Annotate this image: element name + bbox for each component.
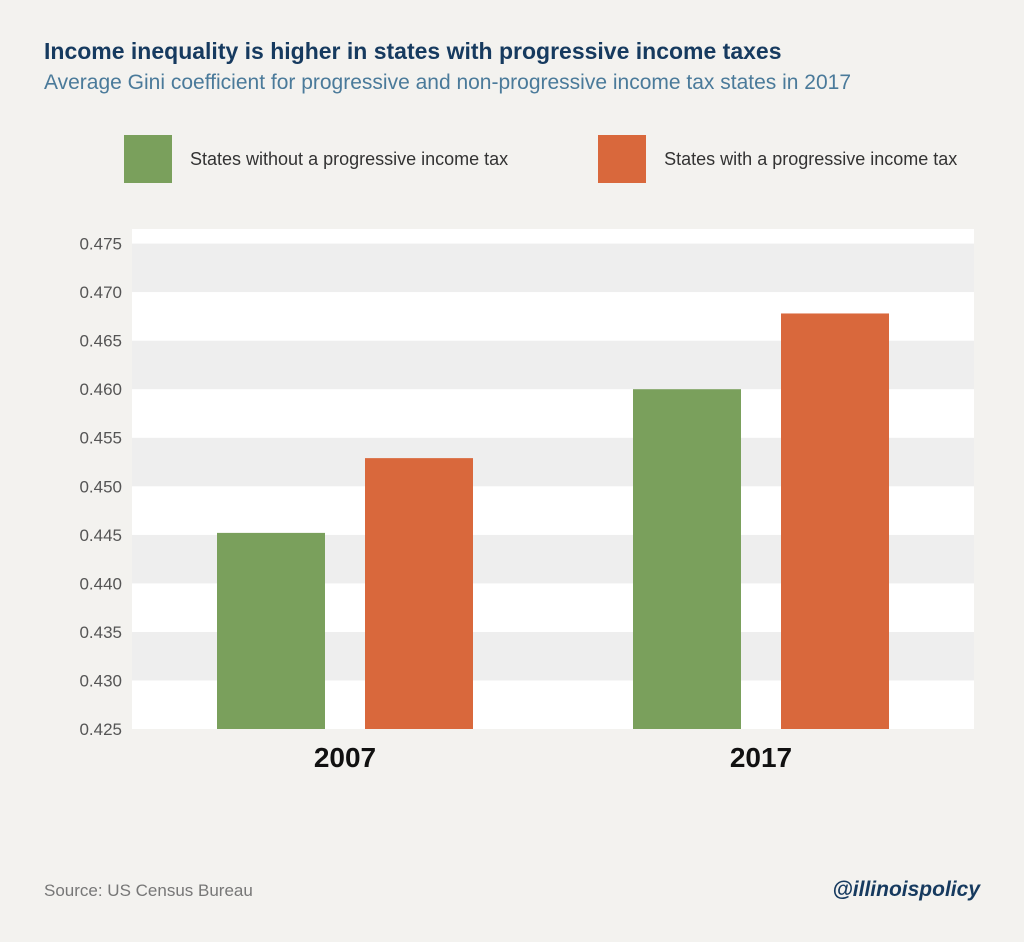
source-text: Source: US Census Bureau [44, 881, 253, 901]
chart-subtitle: Average Gini coefficient for progressive… [44, 71, 980, 95]
svg-text:0.465: 0.465 [79, 332, 122, 351]
legend-item: States without a progressive income tax [124, 135, 508, 183]
svg-text:2017: 2017 [730, 742, 792, 773]
footer: Source: US Census Bureau @illinoispolicy [44, 878, 980, 902]
legend-label: States without a progressive income tax [190, 149, 508, 170]
svg-text:0.440: 0.440 [79, 574, 122, 593]
legend-label: States with a progressive income tax [664, 149, 957, 170]
svg-text:0.455: 0.455 [79, 429, 122, 448]
legend-swatch [124, 135, 172, 183]
svg-text:0.435: 0.435 [79, 623, 122, 642]
legend-item: States with a progressive income tax [598, 135, 957, 183]
chart-title: Income inequality is higher in states wi… [44, 38, 980, 65]
legend-swatch [598, 135, 646, 183]
svg-text:0.430: 0.430 [79, 671, 122, 690]
legend: States without a progressive income tax … [124, 135, 980, 183]
svg-text:0.470: 0.470 [79, 283, 122, 302]
svg-text:0.475: 0.475 [79, 235, 122, 254]
chart-area: 0.425 0.430 0.435 0.440 0.445 0.450 0.455 0.460… [64, 219, 980, 779]
attribution-handle: @illinoispolicy [832, 878, 980, 902]
svg-text:0.450: 0.450 [79, 477, 122, 496]
svg-text:0.425: 0.425 [79, 720, 122, 739]
bar-chart: 0.425 0.430 0.435 0.440 0.445 0.450 0.455 0.460… [64, 219, 984, 779]
svg-text:0.445: 0.445 [79, 526, 122, 545]
svg-text:0.460: 0.460 [79, 380, 122, 399]
svg-text:2007: 2007 [314, 742, 376, 773]
